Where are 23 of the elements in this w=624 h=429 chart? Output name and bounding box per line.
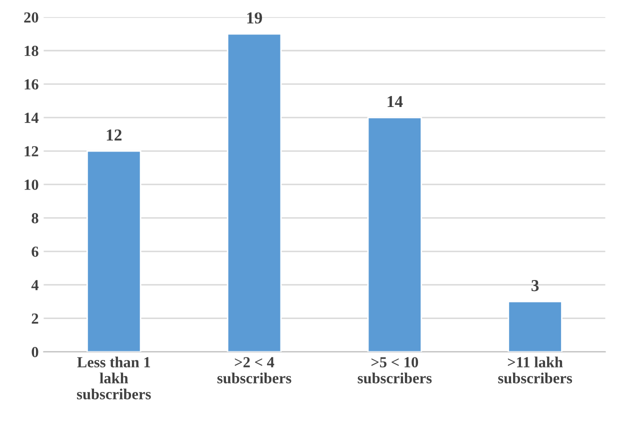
- bar: [86, 150, 142, 352]
- y-tick-label: 2: [32, 314, 38, 324]
- y-tick-label: 18: [24, 46, 38, 56]
- y-tick-label: 12: [24, 146, 38, 156]
- y-tick-label: 20: [24, 12, 38, 23]
- y-tick-label: 16: [24, 79, 38, 90]
- data-label: 19: [247, 12, 262, 24]
- x-tick-label: >2 < 4 subscribers: [217, 357, 292, 384]
- y-tick-label: 6: [32, 246, 38, 257]
- y-tick-label: 14: [24, 112, 39, 123]
- bar: [367, 116, 422, 352]
- x-tick-label: Less than 1 lakh subscribers: [76, 356, 151, 400]
- y-tick-label: 8: [32, 213, 38, 224]
- bar: [508, 300, 562, 352]
- data-label: 12: [106, 129, 122, 141]
- y-tick-label: 0: [32, 346, 38, 358]
- data-label: 14: [388, 96, 403, 108]
- x-tick-label: >11 lakh subscribers: [498, 356, 572, 384]
- x-tick-label: >5 < 10 subscribers: [358, 357, 432, 384]
- bar: [226, 33, 282, 352]
- y-tick-label: 10: [24, 180, 38, 190]
- y-tick-label: 4: [31, 280, 39, 290]
- data-label: 3: [532, 280, 539, 292]
